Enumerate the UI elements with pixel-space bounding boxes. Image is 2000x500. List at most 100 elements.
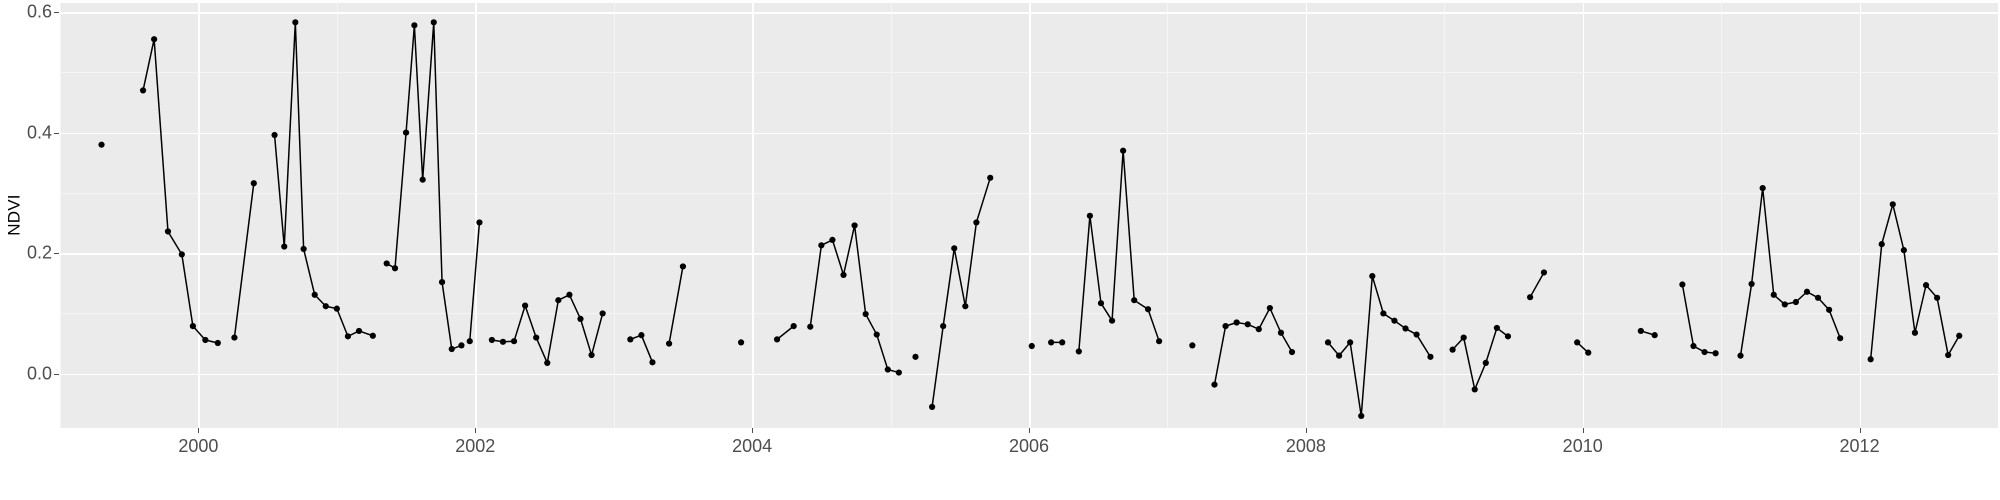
data-point — [458, 342, 465, 349]
x-axis-tick-label: 2010 — [1562, 436, 1603, 456]
data-point — [1933, 294, 1941, 301]
y-axis-tick-labels: 0.0 0.2 0.4 0.6 — [0, 0, 52, 500]
data-point — [189, 323, 196, 330]
data-point — [1637, 327, 1644, 335]
data-point — [1222, 323, 1229, 330]
data-point — [737, 339, 745, 346]
data-point — [438, 279, 446, 286]
data-point — [391, 265, 399, 272]
x-axis-tick-label: 2004 — [732, 436, 773, 456]
gridline-minor-vertical — [336, 3, 338, 428]
data-point — [322, 303, 329, 310]
y-axis-tick-label: 0.0 — [26, 363, 52, 384]
data-point — [555, 297, 562, 304]
data-point — [333, 305, 340, 312]
data-point — [1900, 247, 1907, 254]
data-point — [1867, 356, 1874, 363]
series-line-segment — [629, 334, 654, 364]
data-point — [1347, 339, 1354, 346]
x-axis-tick-mark — [1859, 428, 1861, 433]
data-point — [1701, 348, 1708, 356]
data-point — [1211, 381, 1218, 388]
y-axis-tick-mark — [54, 373, 59, 375]
data-point — [344, 333, 352, 340]
data-point — [1803, 288, 1811, 295]
data-point — [1144, 306, 1152, 313]
series-line-segment — [1681, 283, 1717, 354]
data-point — [1471, 386, 1478, 393]
data-point — [98, 141, 105, 148]
data-point — [1075, 348, 1082, 355]
series-line-segment — [1327, 275, 1432, 417]
data-point — [638, 332, 645, 339]
data-point — [300, 245, 307, 253]
data-point — [1108, 317, 1116, 324]
data-point — [402, 129, 410, 136]
data-point — [250, 180, 257, 187]
x-axis-tick-label: 2002 — [455, 436, 496, 456]
data-point — [164, 228, 172, 235]
gridline-minor-vertical — [1167, 3, 1169, 428]
data-point — [862, 310, 869, 318]
series-line-segment — [233, 182, 255, 339]
data-point — [1460, 334, 1467, 341]
data-point — [818, 242, 825, 249]
data-point — [1826, 306, 1833, 313]
data-point — [1781, 301, 1788, 308]
series-line-segment — [491, 294, 604, 364]
gridline-major-vertical — [752, 3, 754, 428]
data-point — [1233, 319, 1240, 326]
gridline-minor-vertical — [890, 3, 892, 428]
data-point — [355, 327, 363, 335]
data-point — [383, 260, 390, 267]
data-point — [912, 353, 919, 360]
data-point — [790, 323, 797, 330]
data-point — [940, 323, 947, 330]
data-point — [178, 251, 185, 258]
data-point — [448, 345, 455, 353]
series-line-segment — [776, 325, 795, 341]
data-point — [1120, 147, 1127, 154]
data-point — [1585, 349, 1592, 356]
data-point — [1956, 332, 1963, 339]
data-point — [139, 87, 147, 94]
data-point — [1651, 332, 1658, 339]
data-point — [1059, 339, 1066, 346]
data-point — [1402, 325, 1409, 332]
gridline-major-vertical — [1029, 3, 1031, 428]
series-line-segment — [469, 221, 481, 342]
gridline-major-vertical — [1305, 3, 1308, 428]
data-point — [1679, 281, 1686, 288]
data-point — [1911, 329, 1919, 336]
series-line-segment — [273, 21, 374, 338]
data-point — [1759, 184, 1766, 192]
data-point — [577, 315, 584, 322]
gridline-minor-vertical — [613, 3, 615, 428]
series-line-segment — [142, 38, 219, 344]
data-point — [679, 263, 687, 270]
data-point — [533, 334, 540, 341]
data-point — [1369, 272, 1376, 280]
x-axis-tick-label: 2000 — [178, 436, 219, 456]
data-point — [488, 336, 495, 344]
data-point — [214, 339, 221, 347]
gridline-minor-vertical — [1444, 3, 1446, 428]
data-point — [202, 336, 209, 344]
data-point — [588, 351, 595, 359]
y-axis-tick-label: 0.4 — [26, 122, 52, 143]
data-point — [522, 302, 529, 309]
data-point — [1814, 294, 1822, 301]
data-point — [599, 310, 606, 317]
x-axis-tick-label: 2008 — [1285, 436, 1326, 456]
data-point — [1156, 338, 1163, 345]
x-axis-tick-label: 2012 — [1839, 436, 1880, 456]
data-point — [476, 219, 483, 226]
data-point — [499, 338, 507, 345]
data-point — [1889, 201, 1896, 208]
y-axis-tick-mark — [54, 253, 59, 255]
data-point — [649, 359, 656, 366]
data-point — [1324, 339, 1332, 346]
gridline-major-vertical — [1582, 3, 1585, 428]
data-point — [369, 332, 376, 339]
y-axis-tick-mark — [54, 132, 59, 134]
